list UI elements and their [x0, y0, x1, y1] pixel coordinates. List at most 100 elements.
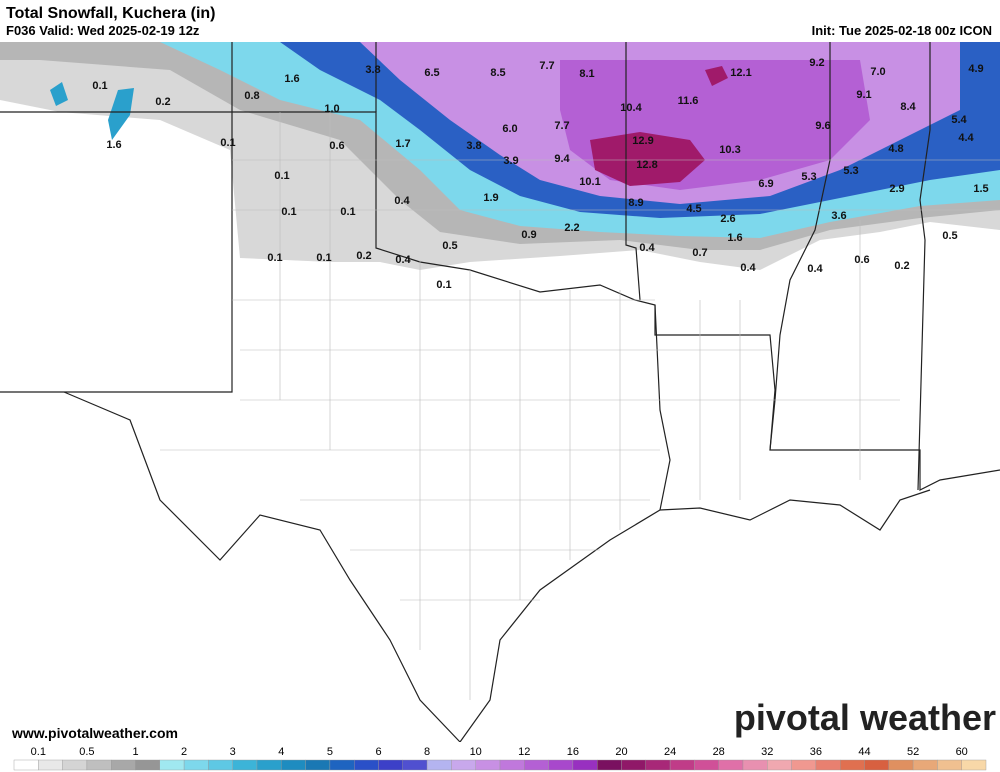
legend-tick-label: 10 [470, 746, 482, 758]
legend-tick-label: 36 [810, 746, 822, 758]
legend-swatch [572, 759, 598, 771]
snow-label: 1.6 [727, 232, 742, 244]
legend-tick-label: 32 [761, 746, 773, 758]
snow-label: 3.8 [466, 140, 481, 152]
legend-swatch [208, 759, 233, 771]
border-coast [63, 391, 931, 743]
legend-swatch [159, 759, 185, 771]
snow-label: 2.9 [889, 183, 904, 195]
state-borders [0, 42, 1000, 743]
legend-swatch [329, 759, 355, 771]
legend-swatch [767, 759, 792, 771]
logo: pivotal weather [734, 697, 996, 738]
legend-swatch [669, 759, 695, 771]
snow-label: 0.4 [807, 263, 823, 275]
snow-label: 12.8 [636, 159, 657, 171]
legend-swatch [86, 759, 112, 771]
legend-swatch [499, 759, 525, 771]
legend-tick-label: 28 [713, 746, 725, 758]
shade-maroon [590, 132, 705, 186]
snow-label: 7.7 [539, 60, 554, 72]
legend-swatch [888, 759, 914, 771]
legend-swatch [524, 759, 549, 771]
snow-label: 7.7 [554, 120, 569, 132]
snow-label: 3.9 [503, 155, 518, 167]
legend-tick-label: 24 [664, 746, 676, 758]
legend-swatch [548, 759, 574, 771]
snow-label: 4.5 [686, 203, 701, 215]
snow-label: 8.5 [490, 67, 505, 79]
snow-label: 1.9 [483, 192, 498, 204]
snow-label: 6.9 [758, 178, 773, 190]
legend-swatch [791, 759, 817, 771]
legend-swatch [742, 759, 768, 771]
legend-swatch [378, 759, 403, 771]
legend-swatch [475, 759, 501, 771]
legend-tick-label: 60 [956, 746, 968, 758]
legend-swatch [256, 759, 282, 771]
legend-tick-label: 20 [615, 746, 627, 758]
legend-swatch [815, 759, 841, 771]
shade-mountain [50, 82, 134, 140]
snow-label: 10.4 [620, 102, 642, 114]
legend-swatch [110, 759, 136, 771]
snow-label: 0.7 [692, 247, 707, 259]
snow-label: 11.6 [678, 95, 699, 107]
border-nm [0, 111, 233, 393]
legend-swatch [694, 759, 719, 771]
title: Total Snowfall, Kuchera (in) [6, 5, 216, 22]
snow-label: 0.2 [894, 260, 909, 272]
snow-label: 5.3 [843, 165, 858, 177]
snow-label: 0.4 [740, 262, 756, 274]
snow-label: 1.5 [973, 183, 988, 195]
snow-label: 8.9 [628, 197, 643, 209]
snow-label: 1.6 [106, 139, 121, 151]
legend-tick-label: 0.5 [79, 746, 94, 758]
legend-swatch [402, 759, 428, 771]
snow-label: 0.1 [316, 252, 331, 264]
snow-label: 0.2 [155, 96, 170, 108]
snow-label: 5.3 [801, 171, 816, 183]
website: www.pivotalweather.com [11, 725, 178, 741]
snow-label: 8.4 [900, 101, 916, 113]
snow-label: 0.1 [274, 170, 289, 182]
snow-label: 4.8 [888, 143, 903, 155]
legend-tick-label: 0.1 [31, 746, 46, 758]
snow-label: 10.3 [719, 144, 740, 156]
legend-swatch [645, 759, 671, 771]
legend-swatch [597, 759, 622, 771]
legend-swatch [937, 759, 962, 771]
snow-label: 0.9 [521, 229, 536, 241]
legend-tick-label: 44 [858, 746, 870, 758]
snow-label: 8.1 [579, 68, 594, 80]
snow-label: 0.8 [244, 90, 259, 102]
legend-swatch [451, 759, 476, 771]
legend-tick-label: 4 [278, 746, 284, 758]
snow-label: 4.9 [968, 63, 983, 75]
snow-label: 9.2 [809, 57, 824, 69]
legend-swatch [62, 759, 88, 771]
legend-tick-label: 3 [230, 746, 236, 758]
snow-label: 0.4 [395, 254, 411, 266]
snow-label: 4.4 [958, 132, 974, 144]
legend-tick-label: 2 [181, 746, 187, 758]
legend-tick-label: 8 [424, 746, 430, 758]
snow-label: 0.1 [267, 252, 282, 264]
snow-label: 0.6 [854, 254, 869, 266]
snow-label: 5.4 [951, 114, 967, 126]
snow-label: 0.5 [442, 240, 457, 252]
snow-label: 6.5 [424, 67, 439, 79]
legend-swatch [305, 759, 331, 771]
legend-tick-label: 52 [907, 746, 919, 758]
legend-swatch [354, 759, 379, 771]
snow-label: 10.1 [579, 176, 600, 188]
legend-swatch [183, 759, 209, 771]
snow-label: 0.6 [329, 140, 344, 152]
border-misc [231, 42, 931, 491]
snow-label: 0.1 [92, 80, 107, 92]
snow-label: 6.0 [502, 123, 517, 135]
legend-swatch [621, 759, 646, 771]
snow-label: 1.0 [324, 103, 339, 115]
legend-swatch [961, 759, 987, 771]
